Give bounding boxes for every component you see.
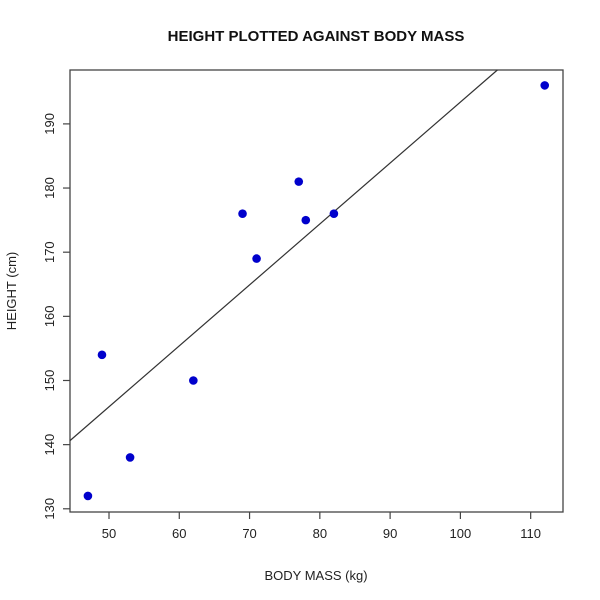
data-point	[83, 491, 93, 501]
data-point	[294, 177, 304, 186]
regression-line-path	[69, 69, 498, 442]
data-point	[97, 350, 107, 360]
y-tick-label: 140	[42, 434, 57, 456]
y-axis-label: HEIGHT (cm)	[4, 252, 19, 330]
data-point	[329, 209, 339, 218]
x-tick-label: 50	[102, 526, 116, 541]
data-points	[83, 81, 550, 501]
y-tick-label: 150	[42, 370, 57, 392]
data-point	[238, 209, 247, 218]
chart-title: HEIGHT PLOTTED AGAINST BODY MASS	[168, 28, 465, 45]
x-tick-label: 100	[450, 526, 472, 541]
data-point	[301, 215, 311, 225]
x-axis-ticks: 50 60 70 80 90 100 110	[102, 512, 541, 541]
y-tick-label: 170	[42, 241, 57, 263]
regression-line	[69, 69, 498, 442]
data-point	[252, 254, 261, 263]
y-tick-label: 160	[42, 305, 57, 327]
x-tick-label: 80	[313, 526, 327, 541]
y-tick-label: 180	[42, 177, 57, 199]
y-tick-label: 190	[42, 113, 57, 135]
y-axis-ticks: 130 140 150 160 170 180 190	[42, 113, 70, 520]
plot-frame	[69, 69, 564, 513]
x-tick-label: 90	[383, 526, 397, 541]
y-tick-label: 130	[42, 498, 57, 520]
data-point	[125, 453, 135, 462]
x-tick-label: 110	[520, 526, 541, 541]
x-tick-label: 70	[242, 526, 256, 541]
data-point	[189, 376, 198, 385]
x-tick-label: 60	[172, 526, 186, 541]
x-axis-label: BODY MASS (kg)	[264, 568, 367, 583]
data-point	[540, 81, 550, 90]
plot-area: 50 60 70 80 90 100 110 130 140 150 160 170 180 190	[42, 69, 564, 541]
